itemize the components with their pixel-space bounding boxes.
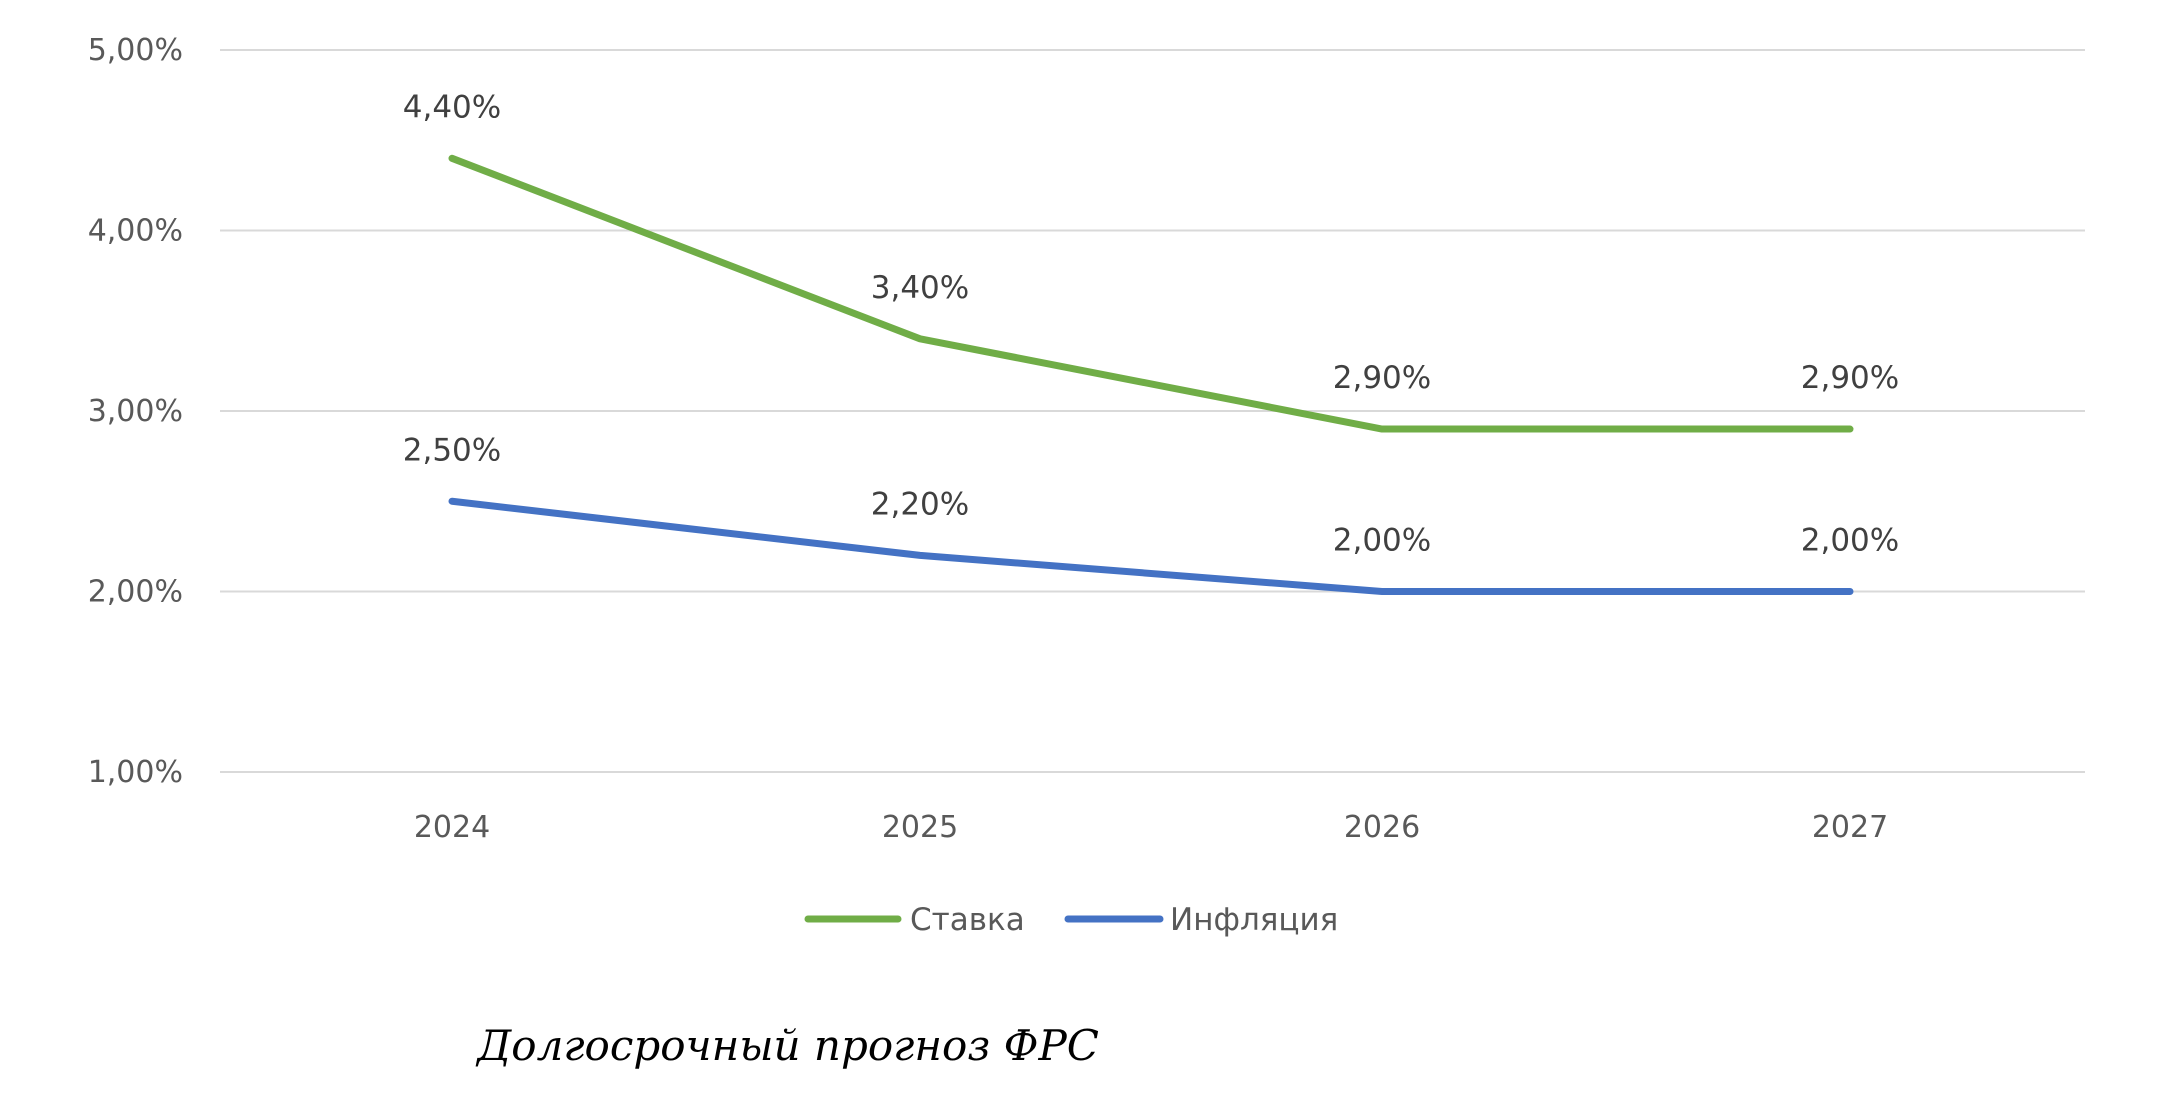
x-tick-label: 2025 xyxy=(882,810,958,845)
data-label: 2,90% xyxy=(1801,360,1899,396)
series-line-inflyatsiya xyxy=(452,501,1850,591)
data-label: 2,00% xyxy=(1333,523,1431,559)
data-label: 2,20% xyxy=(871,486,969,522)
x-tick-label: 2024 xyxy=(414,810,490,845)
legend-item-inflyatsiya: Инфляция xyxy=(1068,902,1338,938)
x-axis-ticks: 2024 2025 2026 2027 xyxy=(414,810,1888,845)
x-tick-label: 2027 xyxy=(1812,810,1888,845)
data-label: 3,40% xyxy=(871,270,969,306)
data-label: 2,90% xyxy=(1333,360,1431,396)
data-label: 2,50% xyxy=(403,432,501,468)
legend-label: Инфляция xyxy=(1170,902,1338,938)
x-tick-label: 2026 xyxy=(1344,810,1420,845)
data-label: 2,00% xyxy=(1801,523,1899,559)
chart-caption: Долгосрочный прогноз ФРС xyxy=(475,1021,1099,1070)
legend: Ставка Инфляция xyxy=(808,902,1338,938)
gridlines xyxy=(220,50,2085,772)
series-line-stavka xyxy=(452,158,1850,429)
y-axis-ticks: 1,00% 2,00% 3,00% 4,00% 5,00% xyxy=(88,33,183,790)
y-tick-label: 4,00% xyxy=(88,214,183,249)
data-label: 4,40% xyxy=(403,89,501,125)
y-tick-label: 2,00% xyxy=(88,575,183,610)
data-labels: 4,40% 3,40% 2,90% 2,90% 2,50% 2,20% 2,00% 2,00% xyxy=(403,89,1899,558)
legend-label: Ставка xyxy=(910,902,1025,938)
y-tick-label: 1,00% xyxy=(88,755,183,790)
series-lines xyxy=(452,158,1850,591)
y-tick-label: 3,00% xyxy=(88,394,183,429)
legend-item-stavka: Ставка xyxy=(808,902,1025,938)
y-tick-label: 5,00% xyxy=(88,33,183,68)
